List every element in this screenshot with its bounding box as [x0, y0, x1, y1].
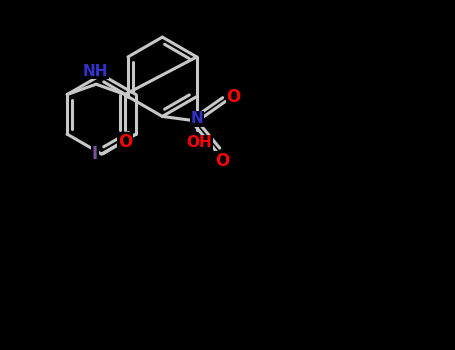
Text: OH: OH — [186, 135, 212, 150]
Text: O: O — [118, 133, 132, 151]
Text: I: I — [92, 145, 98, 163]
Text: N: N — [191, 111, 204, 126]
Text: O: O — [215, 152, 229, 170]
Text: NH: NH — [82, 64, 108, 79]
Text: O: O — [227, 88, 241, 106]
